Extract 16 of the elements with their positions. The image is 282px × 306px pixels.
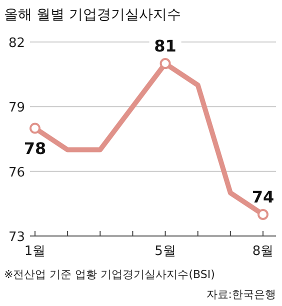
- y-tick-label: 82: [8, 36, 25, 51]
- point: [160, 58, 171, 70]
- point: [30, 122, 40, 134]
- data-label: 81: [154, 36, 176, 56]
- y-tick-label: 73: [8, 230, 25, 245]
- x-tick-label: 5월: [154, 244, 176, 259]
- data-label: 78: [24, 139, 46, 158]
- chart-title: 올해 월별 기업경기실사지수: [4, 7, 181, 23]
- x-tick-label: 8월: [252, 244, 274, 259]
- x-tick-label: 1월: [24, 244, 46, 259]
- text: ※전산업 기준 업황 기업경기실사지수(BSI): [4, 268, 215, 281]
- point: [258, 208, 268, 220]
- y-tick-label: 79: [8, 100, 25, 116]
- y-tick-label: 76: [8, 165, 25, 180]
- data-label: 74: [252, 187, 274, 206]
- text: 자료:한국은행: [206, 288, 276, 301]
